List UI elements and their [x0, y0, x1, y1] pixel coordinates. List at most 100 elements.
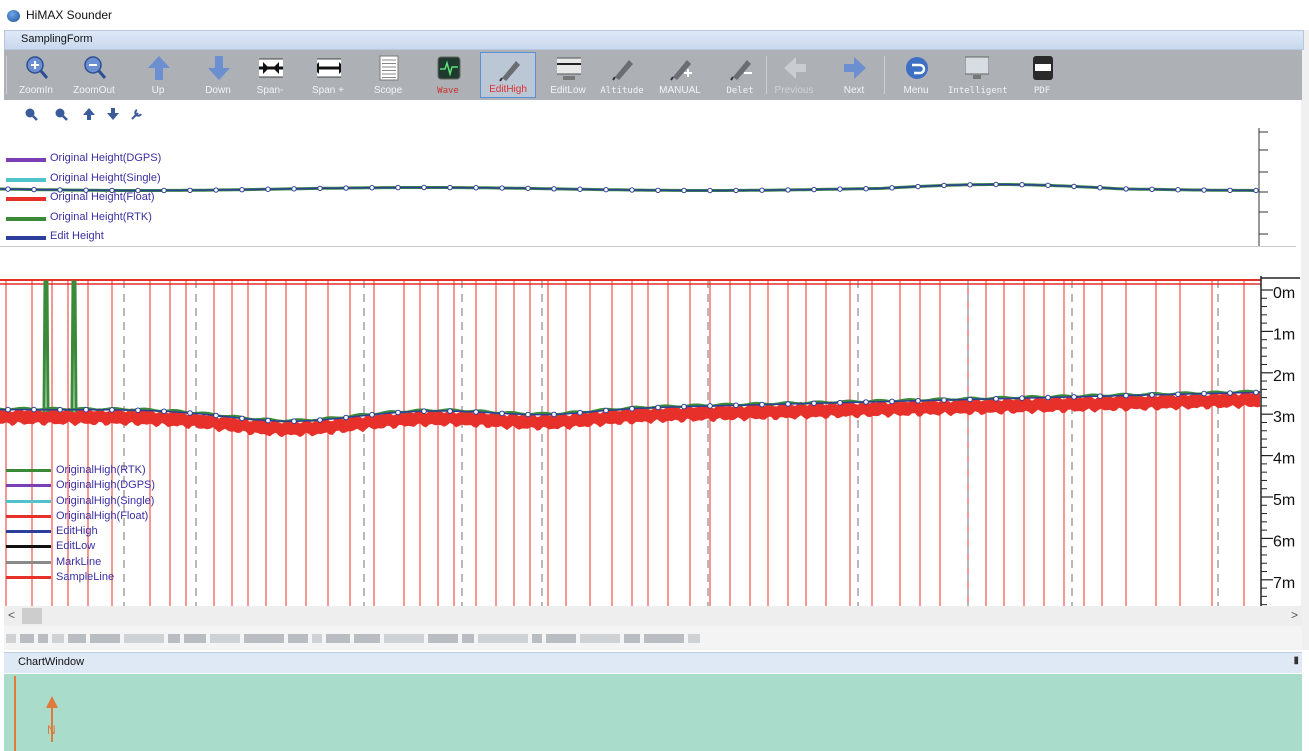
edit-height-point [785, 187, 791, 193]
pen-plus-icon [670, 60, 692, 81]
rtk-spike [70, 280, 78, 413]
toolbar-editlow-button[interactable]: EditLow [540, 52, 596, 98]
scroll-left-arrow[interactable]: < [8, 608, 16, 622]
status-blur-block [6, 634, 16, 643]
toolbar-scope-button[interactable]: Scope [360, 52, 416, 98]
toolbar-down-button[interactable]: Down [190, 52, 246, 98]
arrow-down-icon [208, 56, 230, 80]
height-chart-panel [0, 128, 1296, 247]
form-tab[interactable]: SamplingForm [4, 30, 1304, 50]
toolbar-intelligent-button[interactable]: Intelligent [948, 52, 1008, 98]
status-blur-block [184, 634, 206, 643]
toolbar-zoomin-button[interactable]: ZoomIn [8, 52, 64, 98]
status-blur-block [546, 634, 576, 643]
vertical-scrollbar[interactable] [1301, 30, 1309, 650]
edit-height-point [213, 187, 219, 193]
mini-up-icon[interactable] [82, 107, 96, 121]
span-narrow-icon [259, 58, 283, 78]
toolbar-delet-button[interactable]: Delet [712, 52, 768, 98]
pen-minus-icon [730, 60, 752, 81]
toolbar-manual-button[interactable]: MANUAL [652, 52, 708, 98]
edit-high-point [759, 401, 765, 408]
height-legend-swatch [6, 236, 46, 240]
depth-legend-label: OriginalHigh(DGPS) [56, 479, 156, 492]
toolbar-edithigh-button[interactable]: EditHigh [480, 52, 536, 98]
edit-height-point [1149, 186, 1155, 193]
status-blur-block [688, 634, 700, 643]
chart-window-header: ChartWindow ▮ [4, 652, 1302, 673]
edit-high-point [967, 396, 973, 403]
toolbar-grip[interactable] [6, 56, 7, 94]
pin-icon[interactable]: ▮ [1293, 655, 1299, 666]
edit-height-point [239, 186, 245, 193]
height-legend-swatch [6, 216, 46, 221]
depth-legend-label: OriginalHigh(Float) [56, 509, 149, 522]
edit-height-point [31, 186, 37, 193]
edit-high-point [473, 409, 479, 415]
pen-icon [499, 61, 520, 82]
edit-height-point [1019, 182, 1025, 188]
edit-high-point [109, 407, 115, 413]
toolbar-intelligent-label: Intelligent [948, 86, 1008, 96]
depth-legend-label: OriginalHigh(RTK) [56, 464, 146, 476]
toolbar-altitude-button[interactable]: Altitude [594, 52, 650, 98]
toolbar-wave-button[interactable]: Wave [420, 52, 476, 98]
toolbar-next-button[interactable]: Next [826, 52, 882, 98]
toolbar-span-minus-button[interactable]: Span- [242, 52, 298, 98]
edit-height-point [915, 183, 921, 190]
track-line [14, 676, 16, 751]
edit-high-point [993, 396, 999, 402]
wave-icon [437, 56, 461, 80]
edit-height-point [187, 187, 193, 193]
edit-height-point [135, 187, 141, 194]
toolbar-up-button[interactable]: Up [130, 52, 186, 98]
mini-down-icon[interactable] [106, 107, 120, 121]
depth-legend-swatch [6, 545, 51, 549]
status-blur-block [354, 634, 380, 643]
depth-legend-label: SampleLine [56, 571, 115, 584]
toolbar-pdf-button[interactable]: PDF [1014, 52, 1070, 98]
edit-height-point [421, 184, 427, 191]
edit-height-point [447, 184, 453, 191]
pdf-icon [1033, 56, 1053, 80]
horizontal-scrollbar[interactable]: < > [4, 606, 1302, 626]
edit-height-point [343, 185, 349, 191]
height-chart[interactable] [0, 128, 1296, 246]
edit-high-point [343, 414, 349, 421]
edit-high-point [1149, 392, 1155, 398]
mini-zoom-out-icon[interactable] [54, 107, 68, 121]
toolbar-span-plus-label: Span + [312, 85, 344, 96]
edit-high-point [1045, 394, 1051, 401]
edit-high-point [1201, 390, 1207, 397]
toolbar-zoomout-button[interactable]: ZoomOut [66, 52, 122, 98]
mini-toolbar [4, 103, 204, 125]
edit-high-point [577, 409, 583, 416]
mini-zoom-in-icon[interactable] [24, 107, 38, 121]
scroll-right-arrow[interactable]: > [1290, 608, 1298, 622]
edit-height-point [161, 187, 167, 194]
status-blur-block [532, 634, 542, 643]
form-title: SamplingForm [21, 33, 93, 45]
toolbar-manual-label: MANUAL [659, 85, 701, 96]
edit-height-point [5, 186, 11, 192]
status-blur-block [168, 634, 180, 643]
scroll-thumb[interactable] [22, 608, 42, 624]
edit-high-point [733, 402, 739, 409]
depth-chart[interactable]: 0m 1m 2m 3m 4m 5m 6m 7m [0, 276, 1300, 614]
edit-height-point [759, 187, 765, 193]
status-blur [6, 634, 700, 643]
height-legend-label: Original Height(Single) [50, 171, 161, 184]
toolbar-previous-button[interactable]: Previous [766, 52, 822, 98]
edit-height-point [941, 182, 947, 189]
edit-high-point [317, 417, 323, 423]
chart-window-map[interactable]: N [4, 674, 1302, 751]
edit-high-point [239, 415, 245, 422]
mini-wrench-icon[interactable] [130, 107, 144, 121]
edit-high-point [655, 404, 661, 411]
toolbar-span-plus-button[interactable]: Span + [300, 52, 356, 98]
status-blur-block [38, 634, 48, 643]
edit-high-point [681, 403, 687, 410]
toolbar-menu-button[interactable]: Menu [888, 52, 944, 98]
edit-high-point [1123, 392, 1129, 399]
edit-high-point [707, 403, 713, 409]
